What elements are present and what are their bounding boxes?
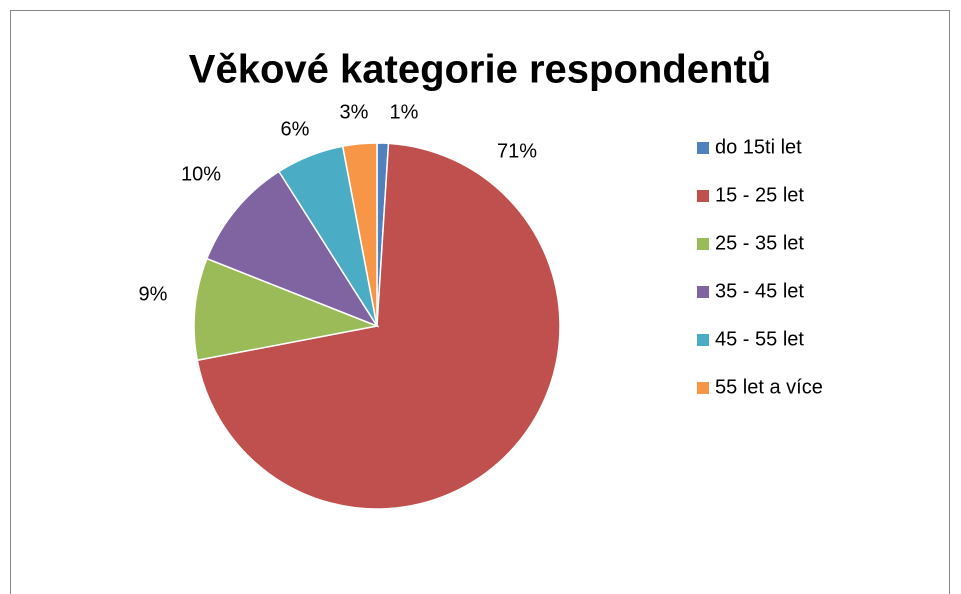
data-label: 1% (390, 101, 419, 123)
legend-label: 45 - 55 let (715, 328, 804, 350)
legend-label: 15 - 25 let (715, 184, 804, 206)
legend-swatch (697, 142, 709, 154)
legend-swatch (697, 334, 709, 346)
data-label: 10% (181, 163, 221, 185)
data-label: 71% (497, 140, 537, 162)
legend-label: 55 let a více (715, 376, 823, 398)
legend-swatch (697, 238, 709, 250)
pie-slice (193, 257, 380, 362)
legend-label: 25 - 35 let (715, 232, 804, 254)
data-label: 9% (139, 283, 168, 305)
chart-title: Věkové kategorie respondentů (189, 48, 771, 92)
legend-swatch (697, 286, 709, 298)
legend-label: do 15ti let (715, 136, 802, 158)
legend-swatch (697, 190, 709, 202)
legend-swatch (697, 382, 709, 394)
data-label: 3% (340, 101, 369, 123)
pie-slice (205, 170, 379, 328)
legend-label: 35 - 45 let (715, 280, 804, 302)
pie-slice (341, 142, 378, 327)
data-label: 6% (281, 118, 310, 140)
